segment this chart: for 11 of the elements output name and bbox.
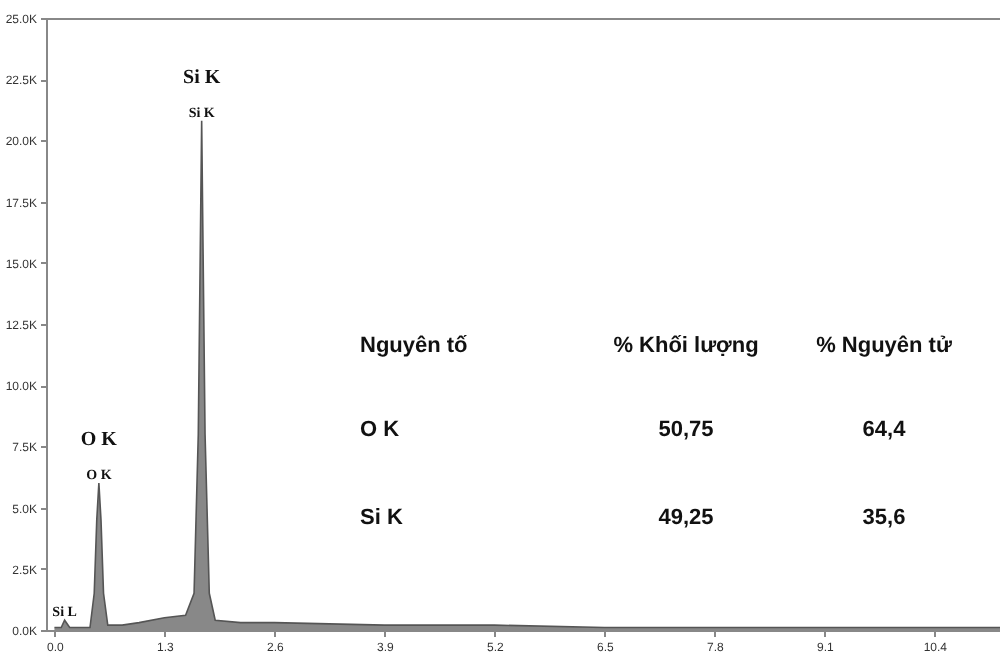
annotation: Si K [360,506,403,530]
annotation: O K [80,429,118,452]
annotation: 49,25 [658,506,714,530]
annotation: 64,4 [862,418,908,442]
annotation: % Nguyên tử [816,334,952,358]
annotation: % Khối lượng [613,334,759,358]
annotation: Si K [183,66,221,89]
annotation: Nguyên tố [360,334,469,358]
annotation: 50,75 [658,418,714,442]
annotation: O K [360,418,400,442]
annotation: 35,6 [862,506,906,530]
